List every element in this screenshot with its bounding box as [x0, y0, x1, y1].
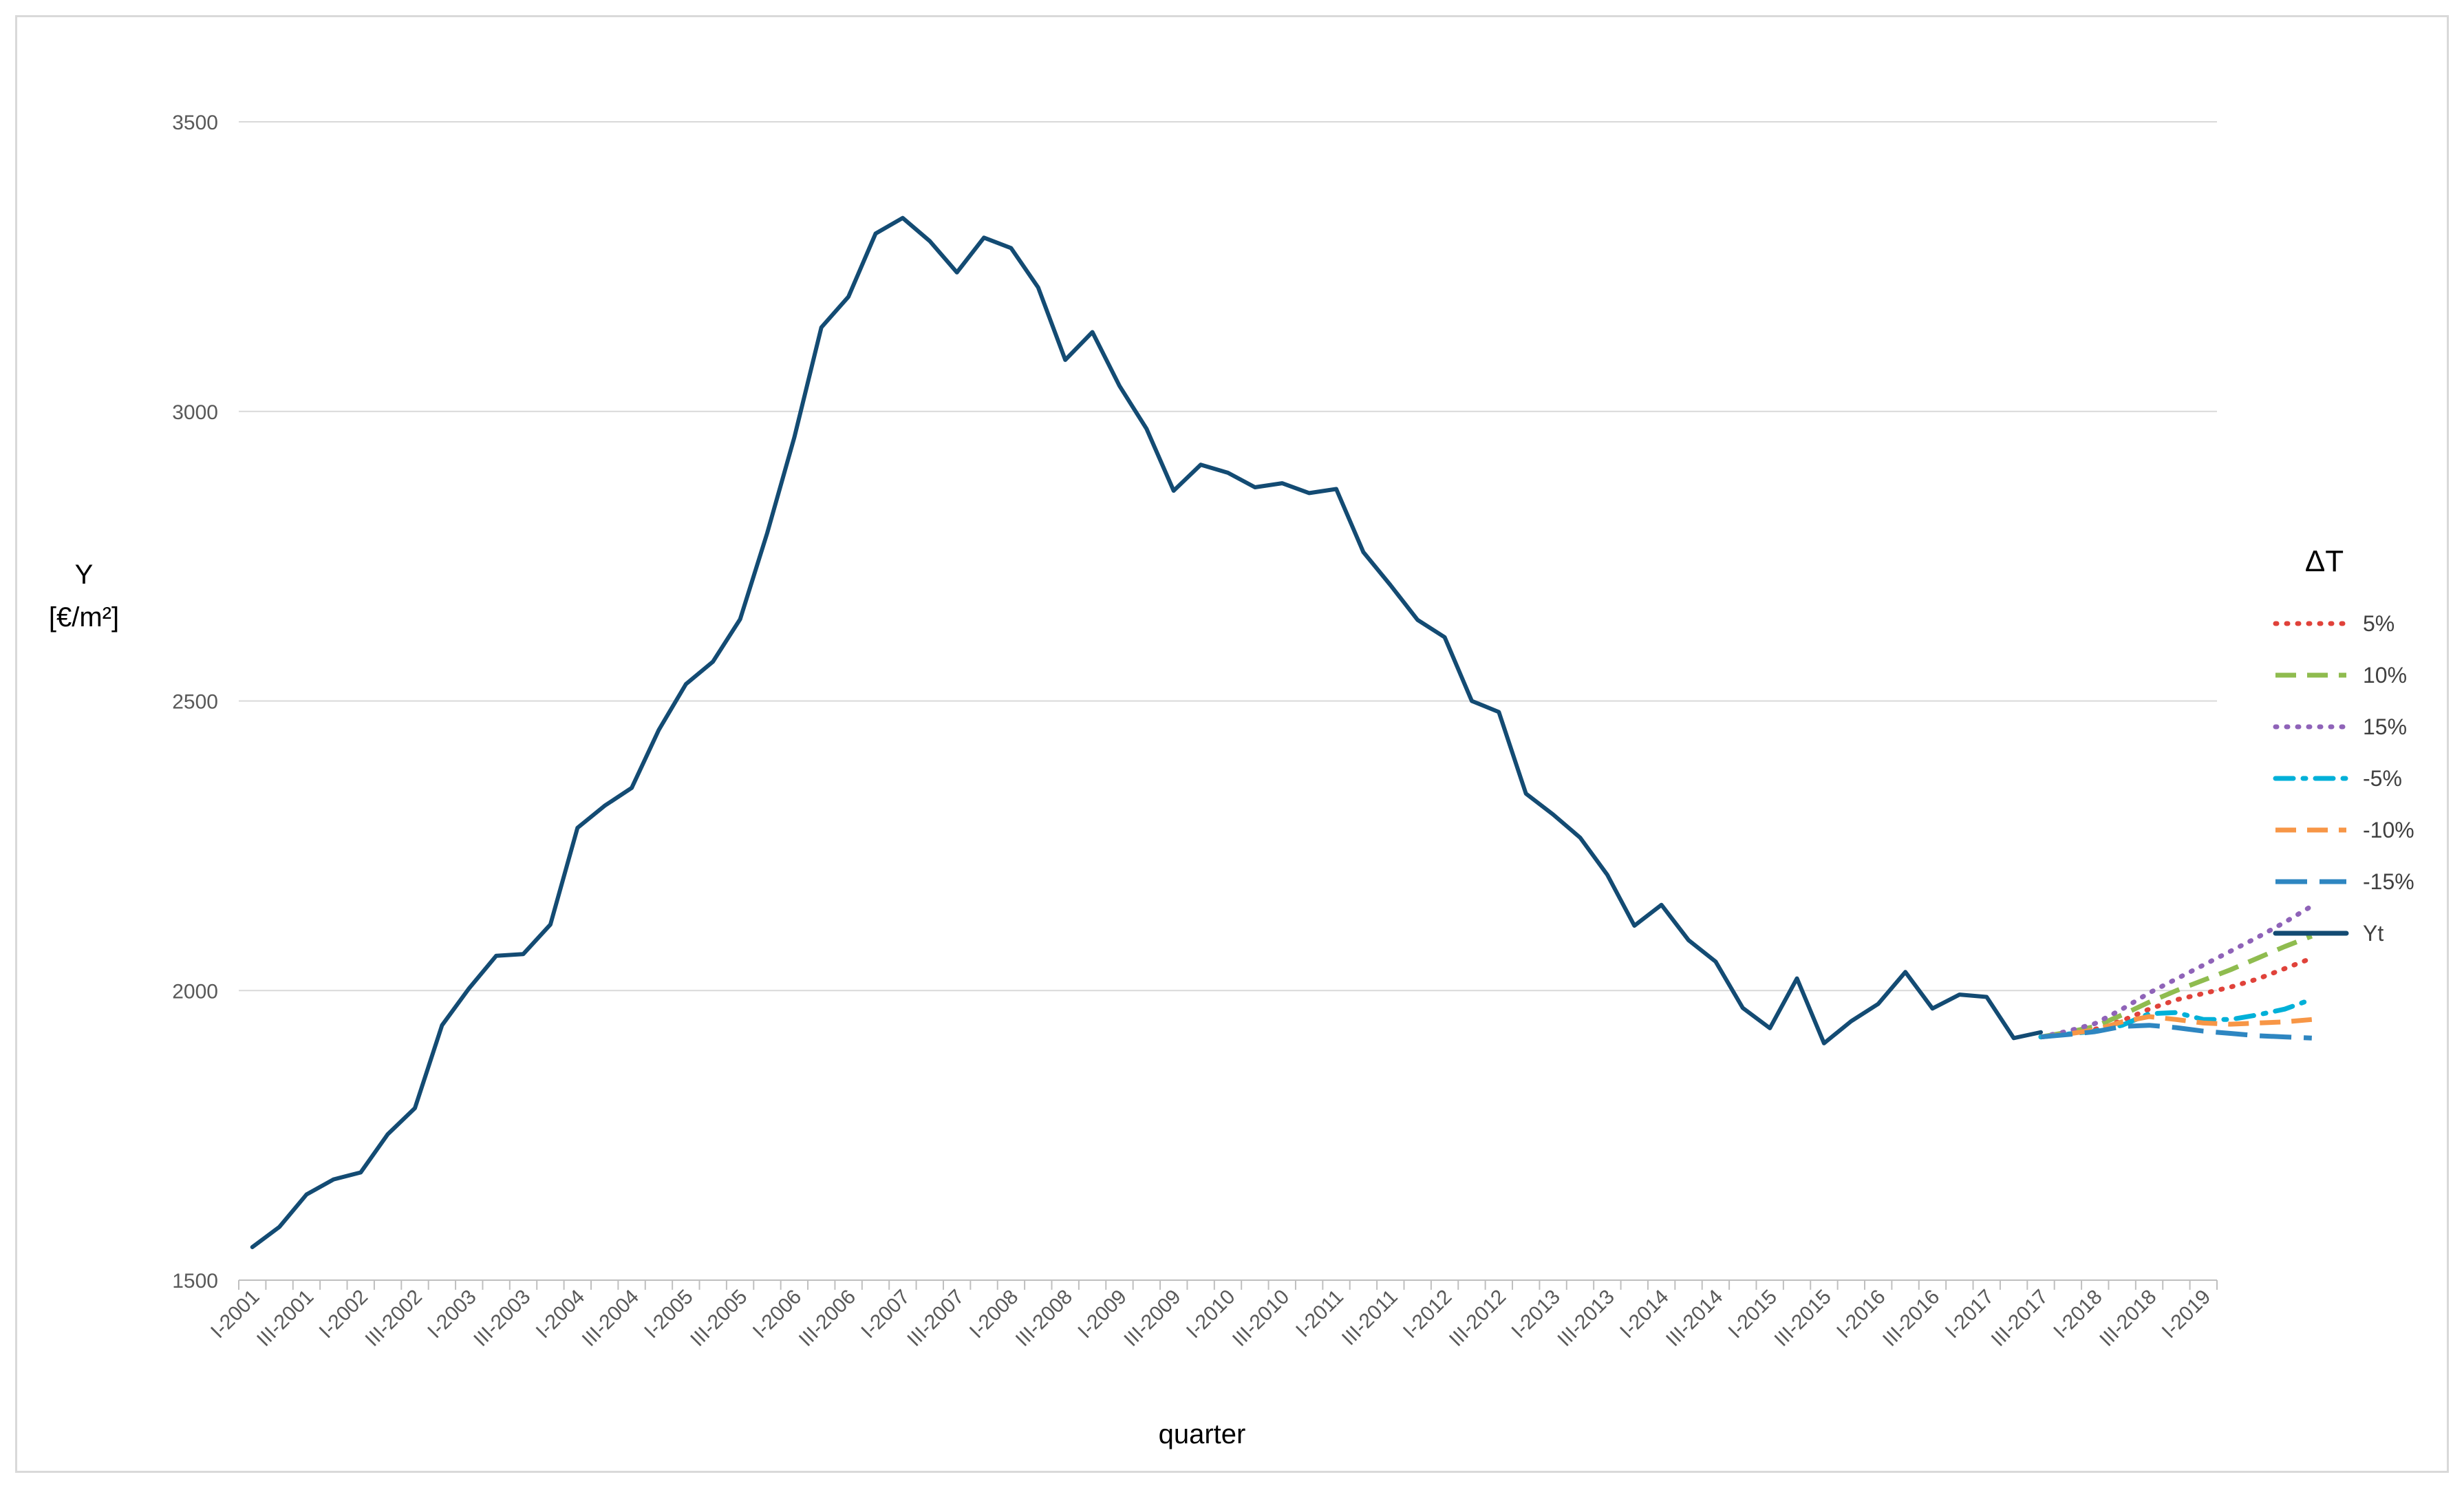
x-tick-label: III-2008 [1011, 1286, 1077, 1351]
y-axis-ticks: 1500 2000 2500 3000 3500 [172, 111, 218, 1293]
plot-area [250, 215, 2315, 1249]
x-tick-label: III-2017 [1987, 1286, 2053, 1351]
series-line-Yt [250, 215, 2043, 1249]
x-tick-label: III-2016 [1878, 1286, 1944, 1351]
x-tick-label: I-2019 [2158, 1286, 2215, 1343]
y-tick-label: 3000 [172, 401, 218, 424]
legend: ΔT 5% 10% 15% -5% -10% -15% Yt [2273, 544, 2414, 946]
x-tick-label: III-2006 [795, 1286, 860, 1351]
x-tick-label: III-2001 [253, 1286, 318, 1351]
x-tick-label: III-2007 [903, 1286, 968, 1351]
x-tick-label: III-2015 [1770, 1286, 1836, 1351]
x-tick-label: III-2018 [2095, 1286, 2161, 1351]
legend-title: ΔT [2305, 544, 2344, 578]
y-tick-label: 2000 [172, 980, 218, 1003]
grid-lines [239, 121, 2217, 1281]
y-axis-label-line1: Y [75, 560, 94, 590]
x-tick-label: III-2002 [361, 1286, 427, 1351]
series-line-15% [2038, 903, 2315, 1040]
legend-label-15%: 15% [2363, 714, 2407, 739]
x-tick-label: III-2009 [1119, 1286, 1185, 1351]
x-tick-label: III-2013 [1554, 1286, 1619, 1351]
legend-label-10%: 10% [2363, 663, 2407, 688]
x-tick-label: III-2004 [578, 1286, 643, 1351]
x-tick-label: III-2003 [469, 1286, 535, 1351]
y-tick-label: 2500 [172, 691, 218, 714]
legend-label-5%: 5% [2363, 611, 2395, 636]
y-tick-label: 3500 [172, 111, 218, 134]
series-line-5% [2038, 955, 2315, 1040]
chart-frame [15, 15, 2449, 1473]
x-tick-label: III-2012 [1445, 1286, 1510, 1351]
y-tick-label: 1500 [172, 1270, 218, 1293]
x-tick-label: III-2010 [1228, 1286, 1294, 1351]
legend-label--5%: -5% [2363, 766, 2402, 791]
legend-label--10%: -10% [2363, 818, 2414, 842]
x-axis-label: quarter [1159, 1419, 1246, 1449]
x-axis: I-2001III-2001I-2002III-2002I-2003III-20… [206, 1279, 2218, 1351]
x-tick-label: III-2011 [1338, 1286, 1402, 1350]
legend-label-Yt: Yt [2363, 921, 2383, 946]
x-tick-label: III-2005 [686, 1286, 751, 1351]
legend-label--15%: -15% [2363, 869, 2414, 894]
x-tick-label: III-2014 [1662, 1286, 1727, 1351]
series-line--15% [2040, 1023, 2312, 1041]
y-axis-label-line2: [€/m²] [49, 602, 119, 633]
